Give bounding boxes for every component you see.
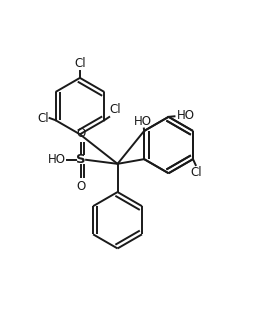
Text: Cl: Cl [74,58,86,71]
Text: Cl: Cl [110,103,121,116]
Text: O: O [77,180,86,193]
Text: HO: HO [134,115,152,128]
Text: Cl: Cl [190,166,201,179]
Text: HO: HO [48,153,66,166]
Text: O: O [77,127,86,140]
Text: Cl: Cl [38,111,49,124]
Text: S: S [76,153,86,166]
Text: HO: HO [177,109,195,122]
